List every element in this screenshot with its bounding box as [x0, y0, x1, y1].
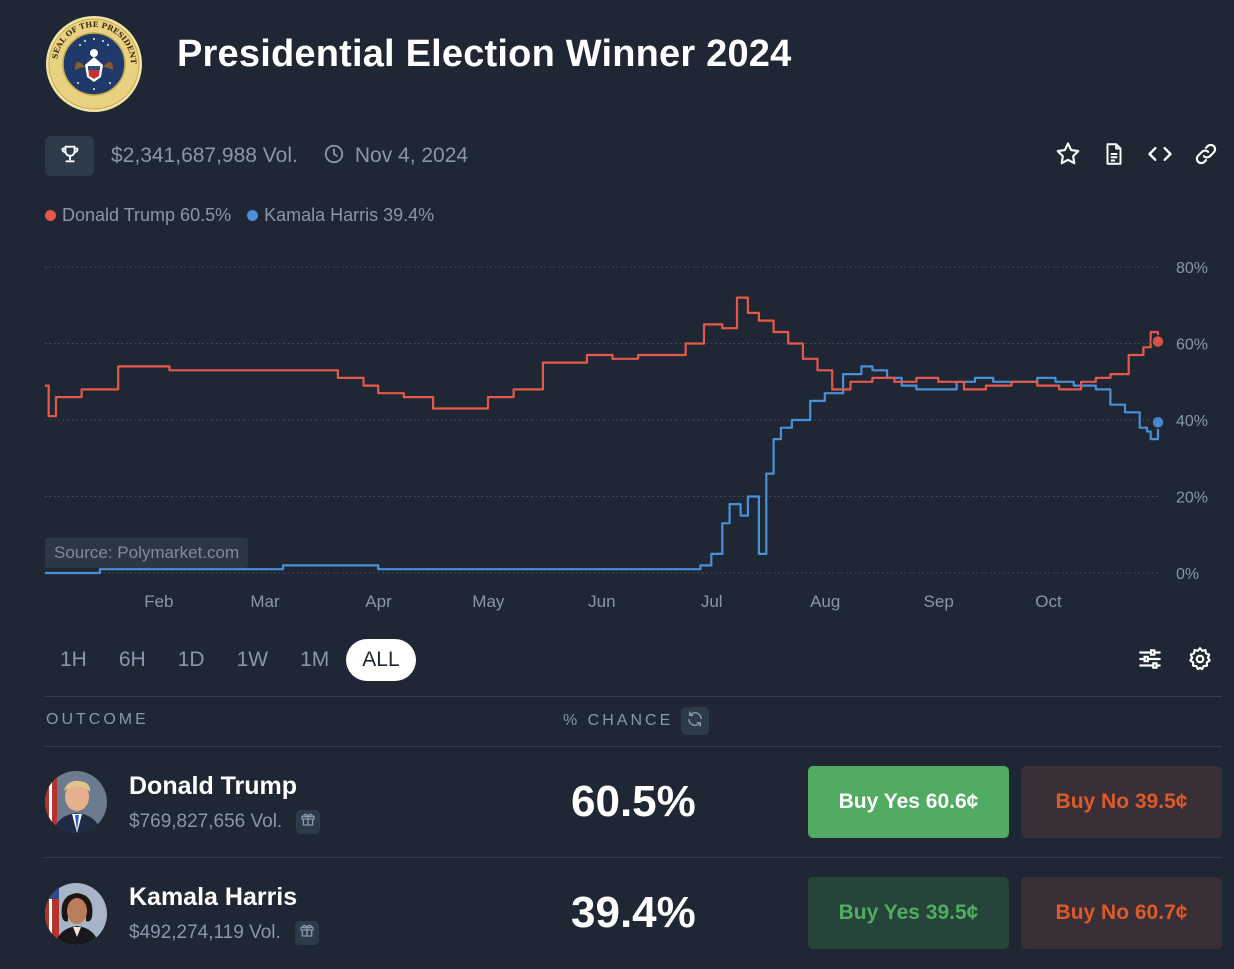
range-1m[interactable]: 1M	[300, 648, 330, 671]
page-title: Presidential Election Winner 2024	[177, 33, 792, 75]
code-icon	[1146, 140, 1174, 173]
market-actions	[1054, 140, 1220, 173]
end-date: Nov 4, 2024	[323, 143, 468, 170]
total-volume: $2,341,687,988 Vol.	[111, 144, 298, 167]
candidate-name-harris[interactable]: Kamala Harris	[129, 883, 298, 911]
gift-icon	[300, 811, 316, 833]
column-outcome: OUTCOME	[46, 711, 149, 728]
end-date-text: Nov 4, 2024	[354, 144, 469, 167]
y-tick-label: 60%	[1176, 337, 1208, 354]
chart-tools	[1136, 646, 1214, 677]
chart-filters-button[interactable]	[1136, 647, 1164, 675]
chance-harris: 39.4%	[571, 888, 696, 937]
gift-button-trump[interactable]	[296, 810, 321, 834]
candidate-name-trump[interactable]: Donald Trump	[129, 772, 298, 800]
series-line-harris	[45, 365, 1160, 575]
legend-dot-harris	[247, 210, 259, 221]
refresh-icon	[686, 710, 704, 733]
series-end-point-harris	[1151, 415, 1165, 430]
link-icon	[1193, 141, 1219, 172]
range-1w[interactable]: 1W	[236, 648, 269, 671]
gift-button-harris[interactable]	[294, 921, 319, 945]
time-range-selector: 1H 6H 1D 1W 1M ALL	[45, 639, 418, 681]
range-1h[interactable]: 1H	[60, 648, 87, 671]
avatar-trump	[45, 771, 107, 833]
divider	[45, 746, 1222, 747]
rules-button[interactable]	[1100, 142, 1128, 170]
gear-icon	[1187, 646, 1213, 677]
candidate-volume-trump: $769,827,656 Vol.	[129, 810, 321, 834]
y-tick-label: 20%	[1176, 490, 1208, 507]
price-chart-svg: 80% 60% 40% 20% 0% Feb Mar Apr May Jun Jul Aug Sep Oc…	[45, 260, 1208, 611]
avatar-harris	[45, 883, 107, 945]
legend-label-trump: Donald Trump 60.5%	[62, 205, 232, 225]
candidate-volume-trump-text: $769,827,656 Vol.	[129, 811, 283, 832]
series-end-point-trump	[1151, 334, 1165, 349]
price-chart[interactable]: 80% 60% 40% 20% 0% Feb Mar Apr May Jun Jul Aug Sep Oc…	[0, 250, 1234, 620]
column-chance-label: % CHANCE	[563, 712, 674, 729]
buy-no-trump-button[interactable]: Buy No 39.5¢	[1021, 766, 1222, 838]
x-tick-label: Aug	[810, 592, 840, 611]
candidate-volume-harris-text: $492,274,119 Vol.	[129, 922, 281, 943]
column-chance: % CHANCE	[563, 707, 710, 735]
chart-legend: Donald Trump 60.5% Kamala Harris 39.4%	[45, 205, 450, 226]
x-tick-label: May	[472, 592, 505, 611]
buy-yes-trump-button[interactable]: Buy Yes 60.6¢	[808, 766, 1009, 838]
chart-source: Source: Polymarket.com	[45, 538, 249, 568]
trophy-icon	[59, 143, 81, 170]
legend-item-trump: Donald Trump 60.5%	[45, 205, 231, 226]
x-tick-label: Oct	[1035, 592, 1062, 611]
y-tick-label: 80%	[1176, 260, 1208, 277]
outcome-row-harris: Kamala Harris $492,274,119 Vol. 39.4% Bu…	[45, 858, 1222, 968]
range-1d[interactable]: 1D	[177, 648, 205, 671]
x-tick-label: Sep	[924, 592, 954, 611]
trophy-button[interactable]	[45, 136, 94, 176]
clock-icon	[323, 143, 345, 170]
candidate-volume-harris: $492,274,119 Vol.	[129, 921, 319, 945]
x-tick-label: Apr	[365, 592, 392, 611]
legend-dot-trump	[45, 210, 56, 221]
sliders-icon	[1137, 646, 1163, 677]
presidential-seal-logo: SEAL OF THE PRESIDENT OF THE UNITED STAT…	[41, 8, 143, 113]
series-line-trump	[45, 296, 1160, 418]
gift-icon	[299, 922, 315, 944]
buy-yes-harris-button[interactable]: Buy Yes 39.5¢	[808, 877, 1009, 949]
legend-label-harris: Kamala Harris 39.4%	[264, 205, 435, 225]
outcome-row-trump: Donald Trump $769,827,656 Vol. 60.5% Buy…	[45, 747, 1222, 857]
range-6h[interactable]: 6H	[118, 648, 146, 671]
x-tick-label: Mar	[250, 592, 280, 611]
chart-settings-button[interactable]	[1186, 646, 1214, 677]
refresh-button[interactable]	[681, 707, 710, 735]
legend-item-harris: Kamala Harris 39.4%	[247, 205, 434, 226]
x-tick-label: Feb	[144, 592, 173, 611]
star-icon	[1054, 140, 1082, 173]
range-all[interactable]: ALL	[346, 639, 416, 681]
x-tick-label: Jun	[588, 592, 615, 611]
copy-link-button[interactable]	[1192, 142, 1220, 170]
buy-no-harris-button[interactable]: Buy No 60.7¢	[1021, 877, 1222, 949]
x-tick-label: Jul	[701, 592, 723, 611]
divider	[45, 857, 1222, 858]
document-icon	[1101, 141, 1127, 172]
market-meta-row: $2,341,687,988 Vol. Nov 4, 2024	[45, 136, 1220, 176]
watchlist-button[interactable]	[1054, 140, 1082, 173]
chance-trump: 60.5%	[571, 777, 696, 826]
y-tick-label: 40%	[1176, 413, 1208, 430]
divider	[45, 696, 1222, 697]
embed-button[interactable]	[1146, 142, 1174, 170]
y-tick-label: 0%	[1176, 566, 1199, 583]
